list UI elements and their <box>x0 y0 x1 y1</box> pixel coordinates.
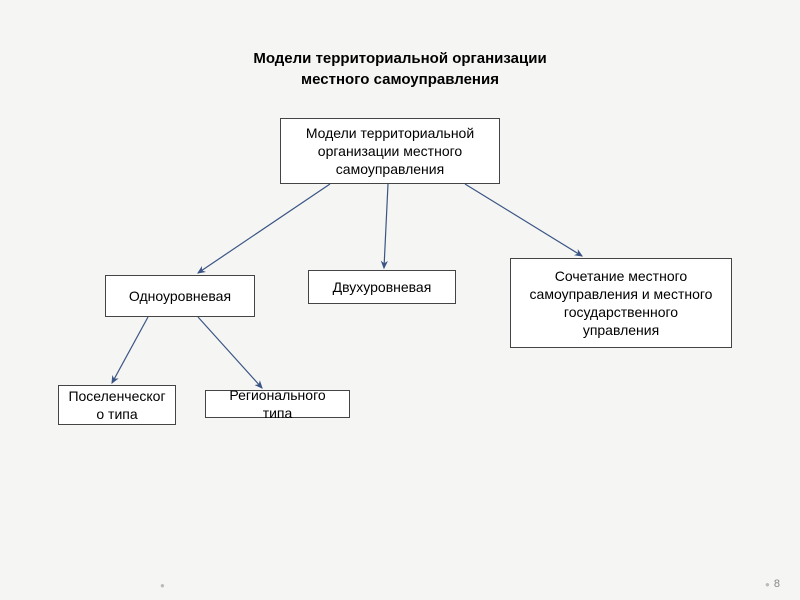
node-root: Модели территориальной организации местн… <box>280 118 500 184</box>
edge-root-two <box>384 184 388 268</box>
edge-root-one <box>198 184 330 273</box>
node-one: Одноуровневая <box>105 275 255 317</box>
page-number: 8 <box>765 578 780 590</box>
decorative-dot: ● <box>160 581 165 590</box>
node-region: Регионального типа <box>205 390 350 418</box>
node-settle: Поселенческог о типа <box>58 385 176 425</box>
edge-one-region <box>198 317 262 388</box>
node-two: Двухуровневая <box>308 270 456 304</box>
diagram-title: Модели территориальной организации местн… <box>253 48 546 90</box>
edge-root-combo <box>465 184 582 256</box>
node-combo: Сочетание местного самоуправления и мест… <box>510 258 732 348</box>
edge-one-settle <box>112 317 148 383</box>
